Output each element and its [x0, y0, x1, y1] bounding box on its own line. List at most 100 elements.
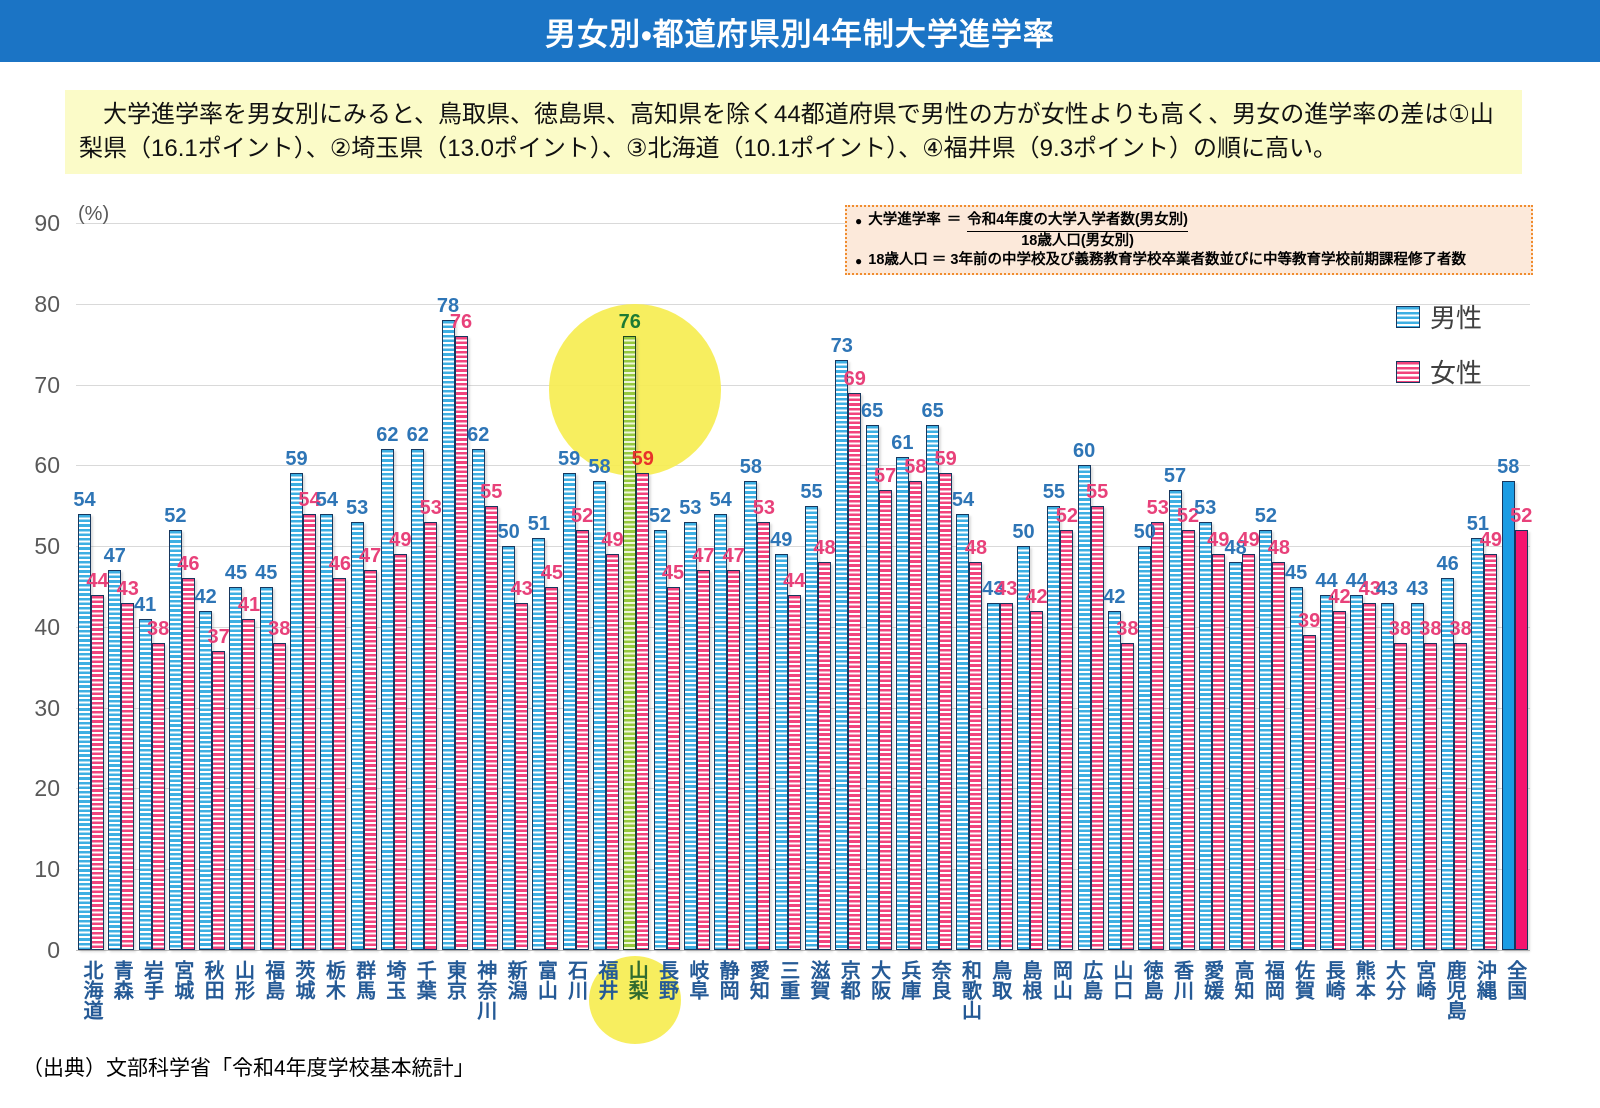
bar-value-female: 38 — [268, 618, 291, 641]
bar-male-熊本 — [1350, 594, 1364, 950]
bar-female-長野 — [666, 586, 680, 950]
bar-value-male: 43 — [1375, 577, 1399, 600]
bar-value-male: 44 — [1315, 569, 1338, 592]
bar-value-female: 43 — [510, 577, 533, 600]
bar-female-愛知 — [757, 521, 771, 950]
bar-male-山口 — [1107, 610, 1121, 950]
note-population-text: 18歳人口 ＝ 3年前の中学校及び義務教育学校卒業者数並びに中等教育学校前期課程… — [868, 252, 1466, 269]
bar-value-male: 76 — [618, 311, 641, 334]
x-axis-label-富山: 富山 — [534, 960, 557, 1000]
bar-value-female: 47 — [359, 545, 382, 568]
page-title: 男女別・都道府県別4年制大学進学率 — [545, 16, 1055, 52]
bar-male-徳島 — [1138, 546, 1152, 950]
bar-value-female: 49 — [1237, 529, 1260, 552]
bar-male-秋田 — [199, 610, 213, 950]
bar-value-male: 50 — [1012, 521, 1035, 544]
x-axis-label-島根: 島根 — [1019, 960, 1042, 1000]
bar-value-male: 73 — [830, 335, 853, 358]
x-axis-label-山形: 山形 — [231, 960, 254, 1000]
bar-value-male: 52 — [1254, 504, 1277, 527]
bar-value-male: 52 — [164, 504, 187, 527]
bar-value-male: 54 — [951, 488, 975, 511]
legend-male-label: 男性 — [1430, 303, 1483, 333]
bar-male-福岡 — [1259, 529, 1273, 950]
bar-female-千葉 — [424, 521, 438, 950]
bar-male-長崎 — [1319, 594, 1333, 950]
bar-female-兵庫 — [908, 481, 922, 950]
bar-female-京都 — [848, 392, 862, 950]
gridline — [76, 626, 1530, 628]
x-axis-label-福井: 福井 — [594, 960, 617, 1000]
bar-female-和歌山 — [969, 562, 983, 950]
x-axis-label-徳島: 徳島 — [1140, 960, 1163, 1000]
y-axis-tick: 30 — [34, 694, 60, 721]
bar-value-male: 54 — [73, 488, 96, 511]
bar-value-female: 52 — [571, 504, 594, 527]
bar-value-male: 65 — [921, 399, 944, 422]
bar-female-秋田 — [212, 651, 226, 950]
legend-female-label: 女性 — [1430, 358, 1483, 388]
bar-female-福島 — [272, 643, 286, 950]
gridline — [76, 384, 1530, 386]
legend-item-male: 男性 — [1396, 298, 1482, 335]
bar-male-鹿児島 — [1441, 578, 1455, 950]
gridline — [76, 546, 1530, 548]
bar-value-female: 43 — [1358, 577, 1381, 600]
x-axis-label-大阪: 大阪 — [867, 960, 890, 1000]
y-axis-tick: 60 — [34, 452, 60, 479]
y-axis-tick: 20 — [34, 775, 60, 802]
summary-box: 大学進学率を男女別にみると、鳥取県、徳島県、高知県を除く44都道府県で男性の方が… — [65, 90, 1522, 174]
bar-value-male: 54 — [315, 488, 338, 511]
bar-value-male: 41 — [133, 593, 157, 616]
bar-female-福井 — [605, 554, 619, 950]
bar-male-青森 — [108, 570, 122, 950]
x-axis-label-長野: 長野 — [655, 960, 678, 1000]
bar-value-female: 45 — [540, 561, 563, 584]
bar-female-静岡 — [727, 570, 741, 950]
bar-value-male: 49 — [770, 529, 793, 552]
x-axis-label-新潟: 新潟 — [504, 960, 527, 1000]
bar-value-female: 53 — [1146, 496, 1169, 519]
bar-male-静岡 — [714, 513, 728, 950]
bar-value-female: 38 — [1419, 618, 1442, 641]
highlight-circle-label — [589, 956, 681, 1044]
bar-female-滋賀 — [818, 562, 831, 950]
bar-female-沖縄 — [1484, 554, 1498, 950]
bullet-icon: ● — [855, 254, 863, 269]
bar-value-male: 44 — [1345, 569, 1368, 592]
bar-male-千葉 — [411, 449, 425, 950]
bar-value-male: 60 — [1073, 440, 1096, 463]
y-axis-tick: 80 — [34, 290, 60, 317]
bar-male-高知 — [1229, 562, 1243, 950]
bar-male-佐賀 — [1289, 586, 1303, 950]
bar-male-広島 — [1077, 465, 1091, 950]
summary-text: 大学進学率を男女別にみると、鳥取県、徳島県、高知県を除く44都道府県で男性の方が… — [79, 101, 1494, 162]
bar-male-富山 — [532, 538, 546, 950]
y-axis-tick: 10 — [34, 856, 60, 883]
bar-male-愛媛 — [1198, 521, 1212, 950]
bar-value-female: 38 — [1449, 618, 1472, 641]
bar-value-male: 53 — [346, 496, 369, 519]
bar-value-female: 48 — [964, 537, 988, 560]
bar-value-female: 59 — [631, 448, 654, 471]
bar-value-female: 76 — [449, 311, 473, 334]
bar-male-奈良 — [926, 424, 940, 950]
bar-value-male: 48 — [1224, 537, 1247, 560]
bar-value-male: 47 — [103, 545, 126, 568]
bar-female-佐賀 — [1302, 634, 1316, 950]
x-axis-label-鹿児島: 鹿児島 — [1443, 960, 1466, 1020]
x-axis-label-宮城: 宮城 — [170, 960, 193, 1000]
bar-value-male: 43 — [982, 577, 1005, 600]
bar-male-愛知 — [744, 481, 758, 950]
bar-value-female: 41 — [237, 593, 261, 616]
x-axis-label-広島: 広島 — [1079, 960, 1102, 1000]
x-axis-label-埼玉: 埼玉 — [382, 960, 405, 1000]
legend-female-swatch-icon — [1396, 360, 1420, 383]
bar-value-female: 69 — [843, 367, 866, 390]
x-axis-label-神奈川: 神奈川 — [473, 960, 496, 1020]
bar-female-宮城 — [181, 578, 195, 950]
bar-male-沖縄 — [1471, 538, 1485, 950]
x-axis-label-東京: 東京 — [443, 960, 466, 1000]
x-axis-label-鳥取: 鳥取 — [988, 960, 1011, 1000]
